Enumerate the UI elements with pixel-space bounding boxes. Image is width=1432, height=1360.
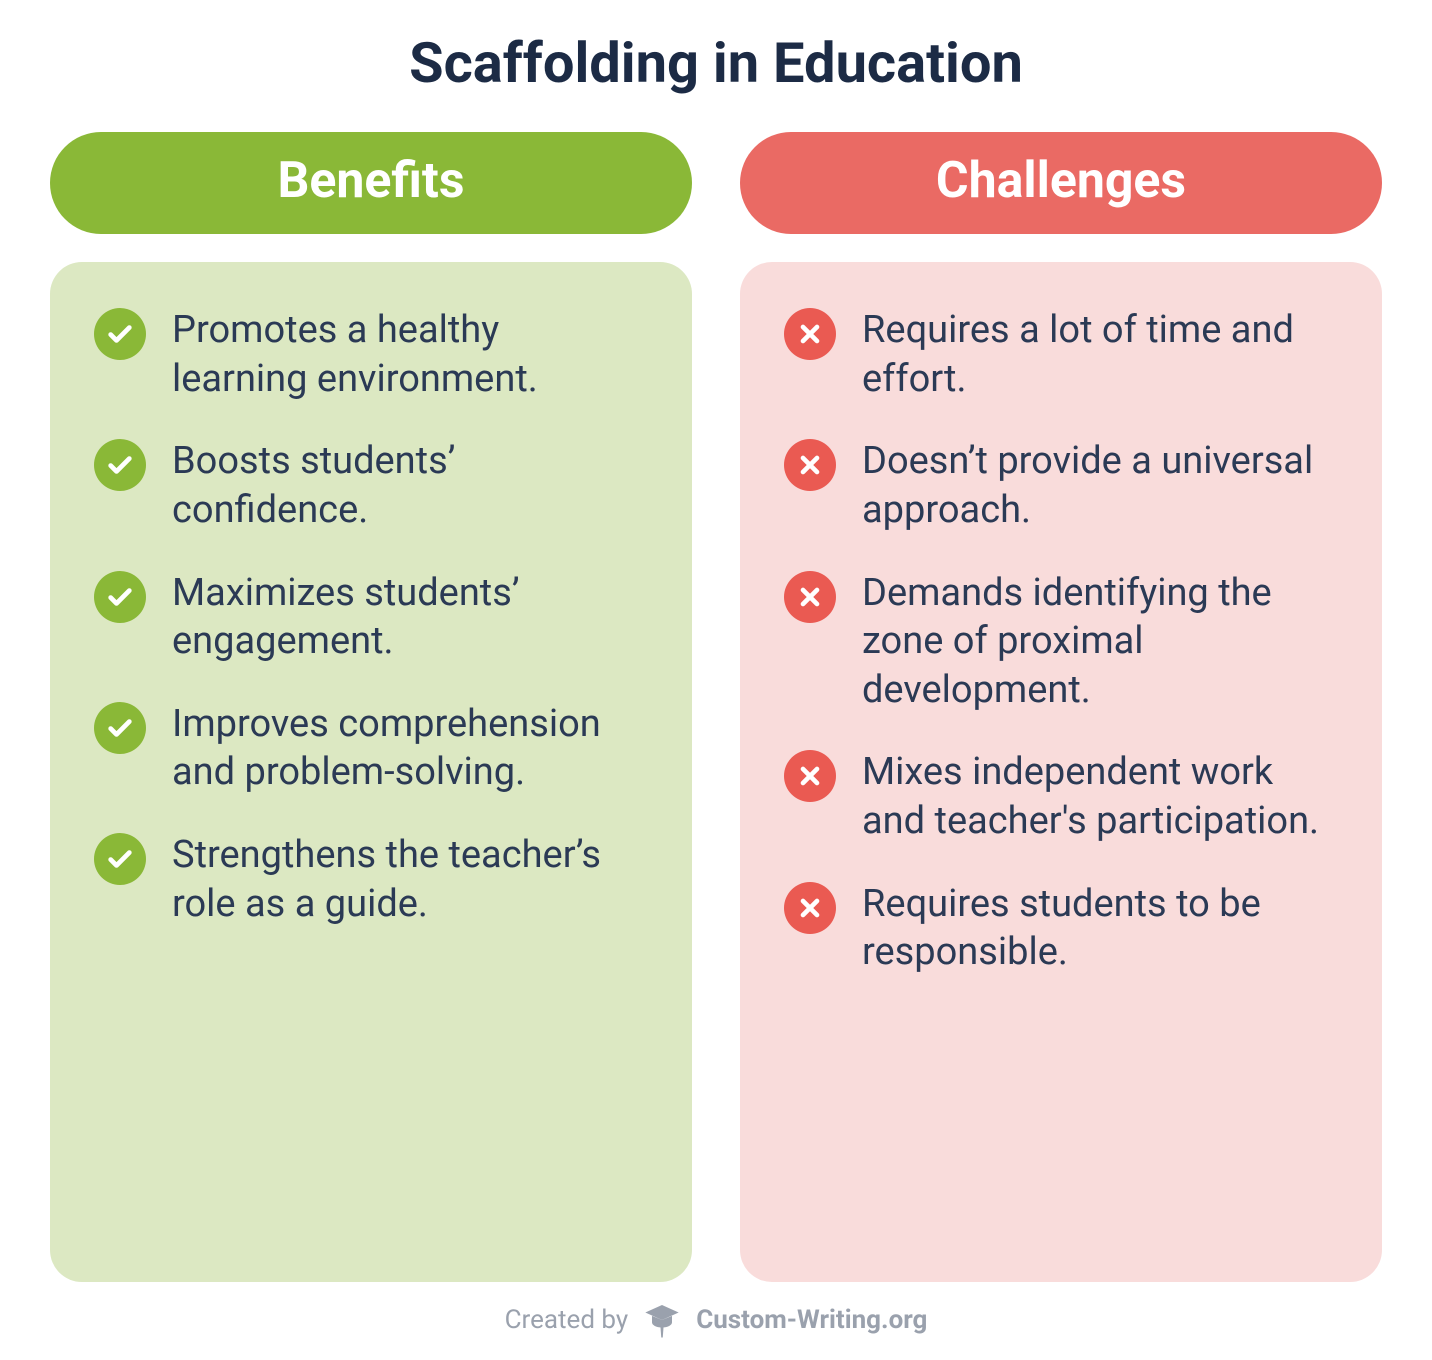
list-item-text: Promotes a healthy learning environment. <box>172 306 642 403</box>
check-icon <box>94 702 146 754</box>
benefits-panel: Promotes a healthy learning environment.… <box>50 262 692 1282</box>
list-item-text: Requires students to be responsible. <box>862 880 1332 977</box>
challenges-panel: Requires a lot of time and effort. Doesn’… <box>740 262 1382 1282</box>
cross-icon <box>784 882 836 934</box>
list-item-text: Requires a lot of time and effort. <box>862 306 1332 403</box>
list-item-text: Doesn’t provide a universal approach. <box>862 437 1332 534</box>
benefits-column: Benefits Promotes a healthy learning env… <box>50 132 692 1282</box>
list-item: Boosts students’ confidence. <box>94 437 642 534</box>
list-item: Improves comprehension and problem-solvi… <box>94 700 642 797</box>
challenges-column: Challenges Requires a lot of time and ef… <box>740 132 1382 1282</box>
check-icon <box>94 308 146 360</box>
graduation-cap-icon <box>642 1300 682 1340</box>
page-title: Scaffolding in Education <box>50 30 1382 96</box>
list-item: Maximizes students’ engagement. <box>94 569 642 666</box>
list-item-text: Maximizes students’ engagement. <box>172 569 642 666</box>
cross-icon <box>784 571 836 623</box>
list-item: Requires students to be responsible. <box>784 880 1332 977</box>
cross-icon <box>784 308 836 360</box>
footer-created-by: Created by <box>505 1305 629 1335</box>
footer-brand: Custom-Writing.org <box>696 1305 927 1335</box>
benefits-list: Promotes a healthy learning environment.… <box>94 306 642 928</box>
list-item: Requires a lot of time and effort. <box>784 306 1332 403</box>
benefits-heading-pill: Benefits <box>50 132 692 234</box>
check-icon <box>94 439 146 491</box>
cross-icon <box>784 750 836 802</box>
cross-icon <box>784 439 836 491</box>
columns-wrapper: Benefits Promotes a healthy learning env… <box>50 132 1382 1282</box>
list-item: Demands identifying the zone of proximal… <box>784 569 1332 715</box>
footer: Created by Custom-Writing.org <box>50 1300 1382 1340</box>
list-item-text: Boosts students’ confidence. <box>172 437 642 534</box>
list-item-text: Mixes independent work and teacher's par… <box>862 748 1332 845</box>
list-item-text: Strengthens the teacher’s role as a guid… <box>172 831 642 928</box>
check-icon <box>94 571 146 623</box>
list-item: Mixes independent work and teacher's par… <box>784 748 1332 845</box>
list-item: Promotes a healthy learning environment. <box>94 306 642 403</box>
challenges-heading-pill: Challenges <box>740 132 1382 234</box>
list-item: Strengthens the teacher’s role as a guid… <box>94 831 642 928</box>
list-item-text: Demands identifying the zone of proximal… <box>862 569 1332 715</box>
list-item-text: Improves comprehension and problem-solvi… <box>172 700 642 797</box>
list-item: Doesn’t provide a universal approach. <box>784 437 1332 534</box>
check-icon <box>94 833 146 885</box>
challenges-list: Requires a lot of time and effort. Doesn’… <box>784 306 1332 977</box>
